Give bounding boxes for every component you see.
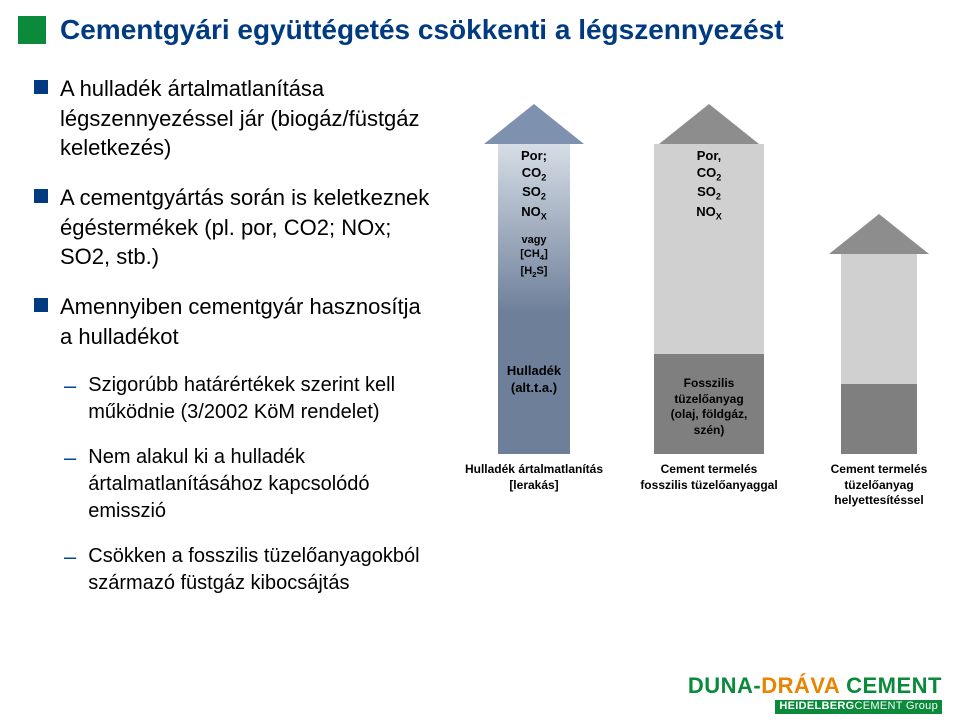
arrow-caption: Hulladék ártalmatlanítás[lerakás] [464,462,604,493]
bullet-text: A cementgyártás során is keletkeznek égé… [60,183,434,272]
bullet-item: Amennyiben cementgyár hasznosítja a hull… [34,292,434,351]
arrow-cement-substitution: Cement termeléstüzelőanyaghelyettesítéss… [809,214,949,509]
logo-sub-text: HEIDELBERGCEMENT Group [775,700,942,714]
body: A hulladék ártalmatlanítása légszennyezé… [0,46,960,615]
sub-bullet-item: – Nem alakul ki a hulladék ártalmatlanít… [64,444,434,525]
arrow-lower-segment: Fosszilistüzelőanyag(olaj, földgáz, szén… [654,354,764,454]
fuel-label: Hulladék(alt.t.a.) [507,363,561,397]
arrow-upper-segment: Por;CO2SO2NOX vagy[CH4][H2S] [498,144,570,314]
brand-logo: DUNA-DRÁVA CEMENT HEIDELBERGCEMENT Group [688,674,942,714]
sub-bullet-text: Szigorúbb határértékek szerint kell műkö… [88,372,434,426]
arrow-caption: Cement termelésfosszilis tüzelőanyaggal [634,462,784,493]
arrow-upper-segment [841,254,917,384]
bullet-text: A hulladék ártalmatlanítása légszennyezé… [60,74,434,163]
bullets-column: A hulladék ártalmatlanítása légszennyezé… [34,74,434,615]
dash-icon: – [64,444,76,473]
sub-bullet-item: – Csökken a fosszilis tüzelőanyagokból s… [64,543,434,597]
bullet-square-icon [34,80,48,94]
arrow-caption: Cement termeléstüzelőanyaghelyettesítéss… [809,462,949,509]
dash-icon: – [64,372,76,401]
arrow-head-icon [484,104,584,144]
arrow-lower-segment [841,384,917,454]
arrow-waste-disposal: Por;CO2SO2NOX vagy[CH4][H2S] Hulladék(al… [464,104,604,493]
dash-icon: – [64,543,76,572]
logo-main-text: DUNA-DRÁVA CEMENT [688,674,942,697]
bullet-item: A hulladék ártalmatlanítása légszennyezé… [34,74,434,163]
bullet-text: Amennyiben cementgyár hasznosítja a hull… [60,292,434,351]
pollutants-label: Por,CO2SO2NOX [696,148,722,223]
title-row: Cementgyári együttégetés csökkenti a lég… [0,0,960,46]
title-bullet-square [18,16,46,44]
arrow-cement-fossil: Por,CO2SO2NOX Fosszilistüzelőanyag(olaj,… [634,104,784,493]
bullet-square-icon [34,189,48,203]
sub-bullet-text: Csökken a fosszilis tüzelőanyagokból szá… [88,543,434,597]
arrow-head-icon [829,214,929,254]
arrow-lower-segment: Hulladék(alt.t.a.) [498,314,570,454]
sub-bullet-item: – Szigorúbb határértékek szerint kell mű… [64,372,434,426]
extra-gases-label: vagy[CH4][H2S] [520,233,548,280]
page-title: Cementgyári együttégetés csökkenti a lég… [60,14,784,46]
emissions-diagram: Por;CO2SO2NOX vagy[CH4][H2S] Hulladék(al… [434,74,942,594]
pollutants-label: Por;CO2SO2NOX [521,148,547,223]
arrow-head-icon [659,104,759,144]
bullet-item: A cementgyártás során is keletkeznek égé… [34,183,434,272]
fuel-label: Fosszilistüzelőanyag(olaj, földgáz, szén… [654,376,764,438]
sub-bullet-text: Nem alakul ki a hulladék ártalmatlanítás… [88,444,434,525]
bullet-square-icon [34,298,48,312]
arrow-upper-segment: Por,CO2SO2NOX [654,144,764,354]
